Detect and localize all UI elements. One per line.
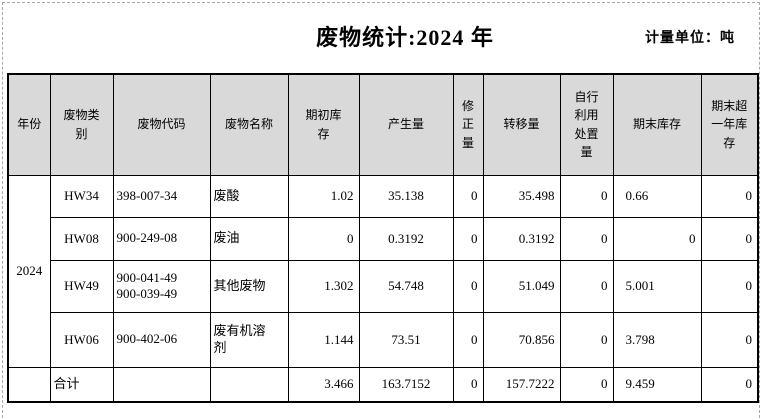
print-area-left-divider xyxy=(2,2,3,418)
cell-correction: 0 xyxy=(452,366,484,403)
print-area-right-divider xyxy=(759,2,760,418)
table-row-hw49: HW49 900-041-49 900-039-49 其他废物 1.302 54… xyxy=(8,259,759,313)
cell-total-label: 合计 xyxy=(49,366,114,403)
col-header-opening-stock: 期初库 存 xyxy=(287,73,360,176)
cell-name: 废油 xyxy=(209,216,289,261)
cell-category: HW49 xyxy=(49,259,114,313)
cell-code-empty xyxy=(112,366,211,403)
cell-code: 900-402-06 xyxy=(112,311,211,368)
table-row-hw34: 2024 HW34 398-007-34 废酸 1.02 35.138 0 35… xyxy=(7,174,759,368)
cell-correction: 0 xyxy=(452,311,484,368)
col-header-self-disposal: 自行 利用 处置 量 xyxy=(559,73,614,176)
cell-name: 其他废物 xyxy=(209,259,289,313)
cell-opening-stock: 1.302 xyxy=(287,259,360,313)
col-header-year: 年份 xyxy=(7,73,51,176)
cell-category: HW08 xyxy=(49,216,114,261)
cell-produced: 54.748 xyxy=(358,259,454,313)
col-header-closing-over-one-year: 期末超 一年库 存 xyxy=(700,73,759,176)
table-row-hw08: HW08 900-249-08 废油 0 0.3192 0 0.3192 0 0… xyxy=(8,216,759,261)
table-row-hw06: HW06 900-402-06 废有机溶 剂 1.144 73.51 0 70.… xyxy=(8,311,759,368)
cell-code: 398-007-34 xyxy=(112,174,211,218)
table-row-total: 合计 3.466 163.7152 0 157.7222 0 9.459 0 xyxy=(7,366,759,403)
col-header-produced: 产生量 xyxy=(358,73,454,176)
cell-transferred: 0.3192 xyxy=(482,216,561,261)
cell-closing-over-one-year: 0 xyxy=(700,311,759,368)
cell-correction: 0 xyxy=(452,259,484,313)
col-header-name: 废物名称 xyxy=(209,73,289,176)
cell-opening-stock: 1.02 xyxy=(287,174,360,218)
cell-transferred: 157.7222 xyxy=(482,366,561,403)
cell-closing-stock: 0.66 xyxy=(612,174,702,218)
col-header-code: 废物代码 xyxy=(112,73,211,176)
cell-self-disposal: 0 xyxy=(559,259,614,313)
cell-transferred: 35.498 xyxy=(482,174,561,218)
unit-label: 计量单位：吨 xyxy=(645,31,735,46)
cell-produced: 0.3192 xyxy=(358,216,454,261)
cell-correction: 0 xyxy=(452,216,484,261)
cell-opening-stock: 1.144 xyxy=(287,311,360,368)
cell-correction: 0 xyxy=(452,174,484,218)
cell-name: 废酸 xyxy=(209,174,289,218)
cell-year-empty xyxy=(7,366,51,403)
cell-produced: 163.7152 xyxy=(358,366,454,403)
cell-closing-stock: 0 xyxy=(612,216,702,261)
cell-transferred: 70.856 xyxy=(482,311,561,368)
cell-code: 900-249-08 xyxy=(112,216,211,261)
col-header-transferred: 转移量 xyxy=(482,73,561,176)
cell-name-empty xyxy=(209,366,289,403)
header-row: 年份 废物类 别 废物代码 废物名称 期初库 存 产生量 修 正 量 转移量 自… xyxy=(7,73,759,176)
page-title: 废物统计:2024 年 xyxy=(316,25,494,50)
cell-closing-stock: 9.459 xyxy=(612,366,702,403)
cell-self-disposal: 0 xyxy=(559,311,614,368)
cell-self-disposal: 0 xyxy=(559,366,614,403)
cell-year: 2024 xyxy=(7,174,51,368)
cell-opening-stock: 3.466 xyxy=(287,366,360,403)
print-area-top-divider xyxy=(2,2,760,3)
cell-produced: 35.138 xyxy=(358,174,454,218)
cell-self-disposal: 0 xyxy=(559,216,614,261)
cell-closing-over-one-year: 0 xyxy=(700,259,759,313)
cell-transferred: 51.049 xyxy=(482,259,561,313)
cell-opening-stock: 0 xyxy=(287,216,360,261)
col-header-correction: 修 正 量 xyxy=(452,73,484,176)
cell-category: HW34 xyxy=(49,174,114,218)
cell-closing-stock: 3.798 xyxy=(612,311,702,368)
cell-produced: 73.51 xyxy=(358,311,454,368)
cell-closing-over-one-year: 0 xyxy=(700,174,759,218)
cell-name: 废有机溶 剂 xyxy=(209,311,289,368)
waste-statistics-table: 年份 废物类 别 废物代码 废物名称 期初库 存 产生量 修 正 量 转移量 自… xyxy=(7,73,759,403)
cell-category: HW06 xyxy=(49,311,114,368)
cell-code: 900-041-49 900-039-49 xyxy=(112,259,211,313)
cell-self-disposal: 0 xyxy=(559,174,614,218)
cell-closing-stock: 5.001 xyxy=(612,259,702,313)
col-header-category: 废物类 别 xyxy=(49,73,114,176)
cell-closing-over-one-year: 0 xyxy=(700,366,759,403)
col-header-closing-stock: 期末库存 xyxy=(612,73,702,176)
cell-closing-over-one-year: 0 xyxy=(700,216,759,261)
